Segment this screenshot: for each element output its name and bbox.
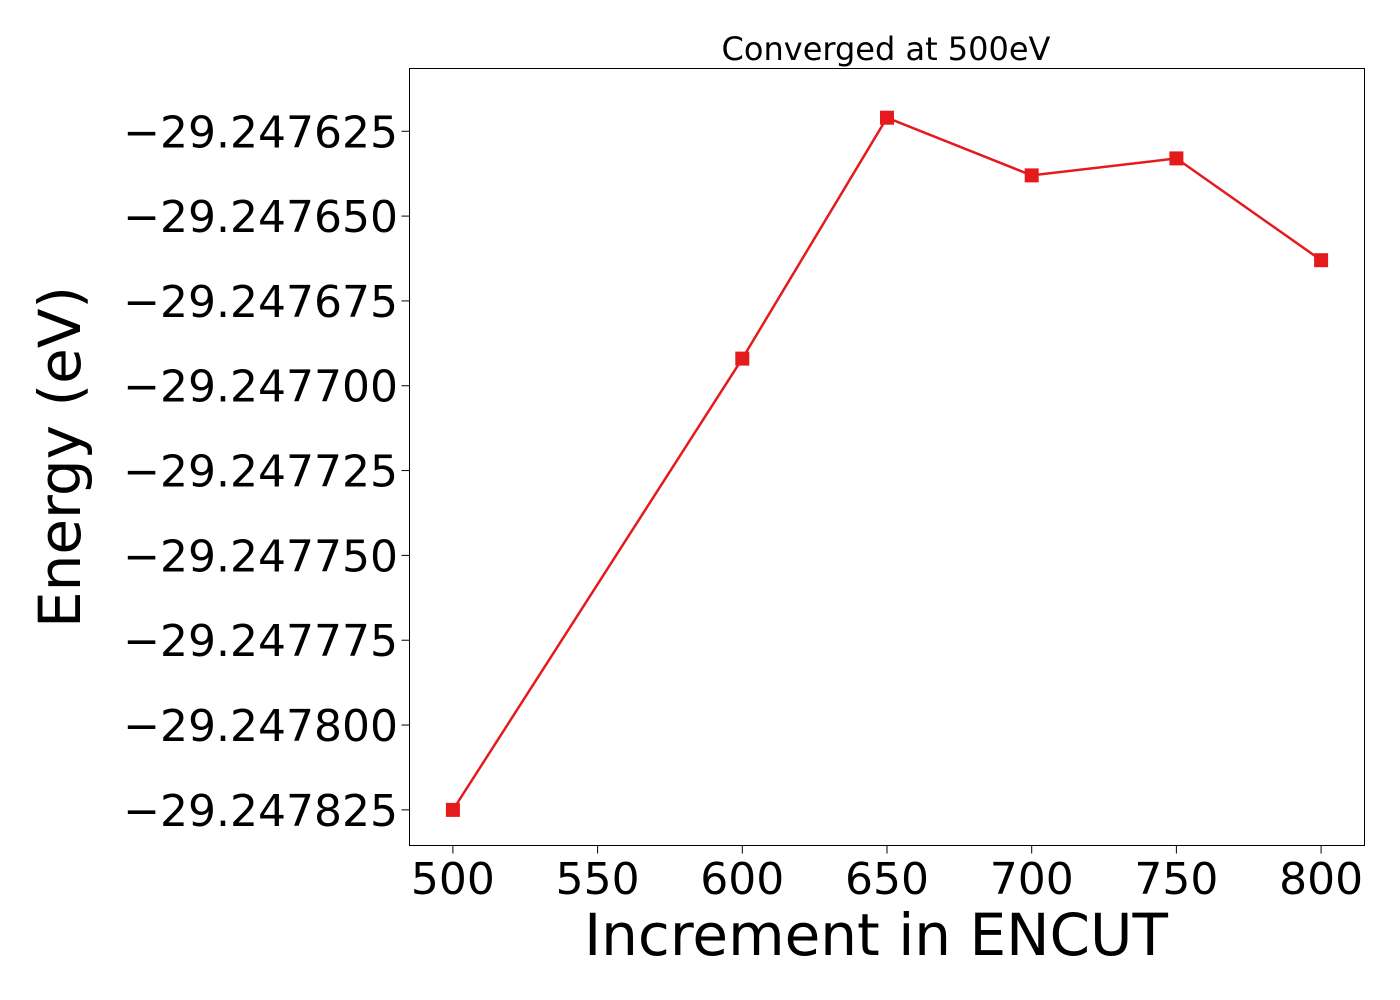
series-group bbox=[445, 110, 1329, 817]
y-tick-label: −29.247800 bbox=[123, 701, 398, 752]
data-point-marker bbox=[1169, 151, 1184, 166]
y-tick-label: −29.247650 bbox=[123, 192, 398, 243]
y-axis-label: Energy (eV) bbox=[26, 286, 94, 628]
data-point-marker bbox=[880, 110, 894, 125]
x-tick-label: 650 bbox=[845, 854, 929, 905]
y-ticks: −29.247625 −29.247650 −29.247675 −29.247700… bbox=[123, 107, 410, 837]
x-tick-label: 800 bbox=[1279, 854, 1363, 905]
plot-frame bbox=[409, 68, 1365, 846]
y-tick-label: −29.247675 bbox=[123, 277, 398, 328]
series-line bbox=[451, 116, 1322, 811]
y-tick-label: −29.247825 bbox=[123, 786, 398, 837]
x-tick-label: 750 bbox=[1134, 854, 1218, 905]
data-point-marker bbox=[445, 802, 460, 817]
data-point-marker bbox=[1024, 168, 1039, 183]
x-axis-label: Increment in ENCUT bbox=[584, 901, 1168, 969]
x-tick-label: 700 bbox=[990, 854, 1074, 905]
y-tick-label: −29.247775 bbox=[123, 616, 398, 667]
x-tick-label: 600 bbox=[700, 854, 784, 905]
y-tick-label: −29.247700 bbox=[123, 362, 398, 413]
x-ticks: 500 550 600 650 700 750 800 bbox=[411, 845, 1363, 905]
x-tick-label: 500 bbox=[411, 854, 495, 905]
data-point-marker bbox=[735, 351, 750, 366]
x-tick-label: 550 bbox=[556, 854, 640, 905]
data-point-marker bbox=[1314, 253, 1329, 268]
chart-title: Converged at 500eV bbox=[722, 30, 1051, 68]
y-tick-label: −29.247625 bbox=[123, 107, 398, 158]
y-tick-label: −29.247725 bbox=[123, 447, 398, 498]
y-tick-label: −29.247750 bbox=[123, 531, 398, 582]
